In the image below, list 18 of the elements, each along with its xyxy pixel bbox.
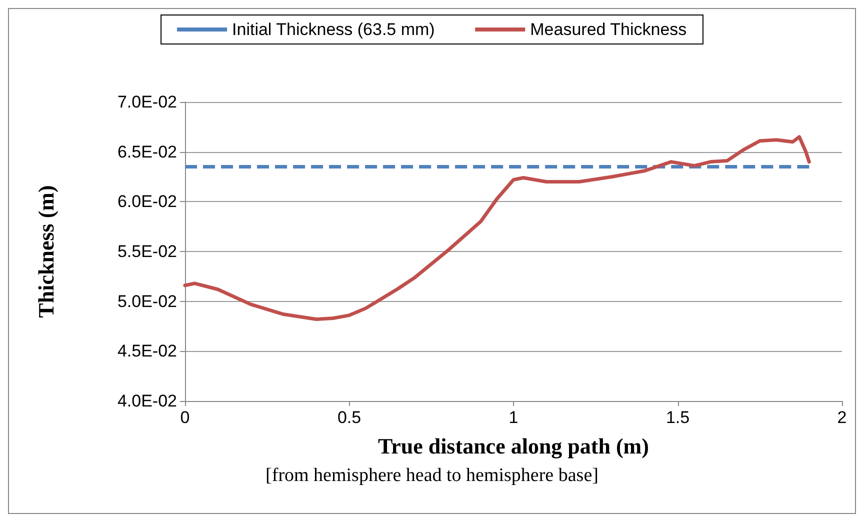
x-tick-label: 2 <box>837 408 847 427</box>
line-series <box>183 135 811 322</box>
x-tick-label: 1.5 <box>666 408 690 427</box>
x-axis-title: True distance along path (m) <box>378 434 649 458</box>
y-tick-label: 4.5E-02 <box>117 342 177 361</box>
y-tick-label: 6.0E-02 <box>117 192 177 212</box>
legend-label: Initial Thickness (63.5 mm) <box>232 20 435 39</box>
y-axis-title: Thickness (m) <box>34 185 58 318</box>
x-tick-label: 0.5 <box>337 408 362 427</box>
x-tick-label: 0 <box>180 408 190 427</box>
y-tick-label: 4.0E-02 <box>117 392 177 410</box>
text: [from hemisphere head to hemisphere base] <box>266 465 598 486</box>
y-tick-label: 7.0E-02 <box>117 92 177 112</box>
y-tick-label: 5.5E-02 <box>117 242 177 261</box>
legend-label: Measured Thickness <box>530 20 687 39</box>
y-tick-label: 5.0E-02 <box>117 292 177 311</box>
y-tick-label: 6.5E-02 <box>117 142 177 162</box>
x-tick-label: 1 <box>508 408 518 427</box>
